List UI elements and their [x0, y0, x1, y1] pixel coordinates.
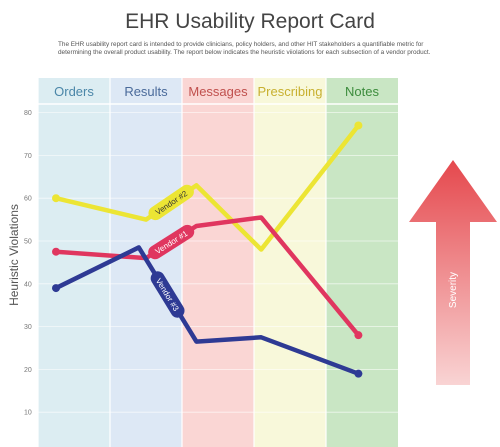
- report-description: The EHR usability report card is intende…: [58, 41, 431, 57]
- category-label: Prescribing: [257, 84, 322, 99]
- y-tick-label: 10: [24, 410, 32, 417]
- severity-arrow: Severity: [409, 160, 497, 385]
- category-label: Messages: [188, 84, 248, 99]
- y-tick-label: 40: [24, 281, 32, 288]
- series-endpoint: [52, 284, 60, 293]
- category-labels: Orders Results Messages Prescribing Notes: [54, 84, 379, 99]
- y-tick-labels: 10 20 30 40 50 60 70 80: [24, 110, 32, 417]
- series-label-pill: [148, 184, 194, 221]
- y-tick-label: 30: [24, 324, 32, 331]
- series-label-pill: [150, 271, 185, 318]
- y-tick-label: 70: [24, 153, 32, 160]
- page-title: EHR Usability Report Card: [125, 10, 375, 33]
- category-label: Notes: [345, 84, 379, 99]
- y-tick-label: 80: [24, 110, 32, 117]
- y-tick-label: 50: [24, 239, 32, 246]
- series-endpoint: [354, 121, 363, 130]
- series-endpoint: [52, 247, 60, 256]
- series-endpoint: [354, 331, 363, 340]
- category-band: [254, 78, 326, 447]
- series-line: [53, 245, 361, 376]
- y-tick-label: 20: [24, 367, 32, 374]
- gridlines: [38, 112, 398, 413]
- category-band: [326, 78, 398, 447]
- series-endpoint: [52, 194, 60, 203]
- category-band: [38, 78, 110, 447]
- series-line: [53, 215, 361, 338]
- severity-arrow-icon: [409, 160, 497, 385]
- category-bands: [37, 78, 398, 447]
- category-label: Orders: [54, 84, 94, 99]
- category-label: Results: [124, 84, 168, 99]
- severity-label: Severity: [448, 272, 459, 308]
- series-2: Vendor #1: [52, 215, 363, 340]
- category-band: [182, 78, 254, 447]
- series-line: [53, 123, 361, 252]
- series-endpoint: [354, 369, 363, 378]
- series-label-pill: [148, 224, 195, 260]
- y-axis-title: Heuristic Violations: [7, 204, 21, 306]
- y-tick-label: 60: [24, 196, 32, 203]
